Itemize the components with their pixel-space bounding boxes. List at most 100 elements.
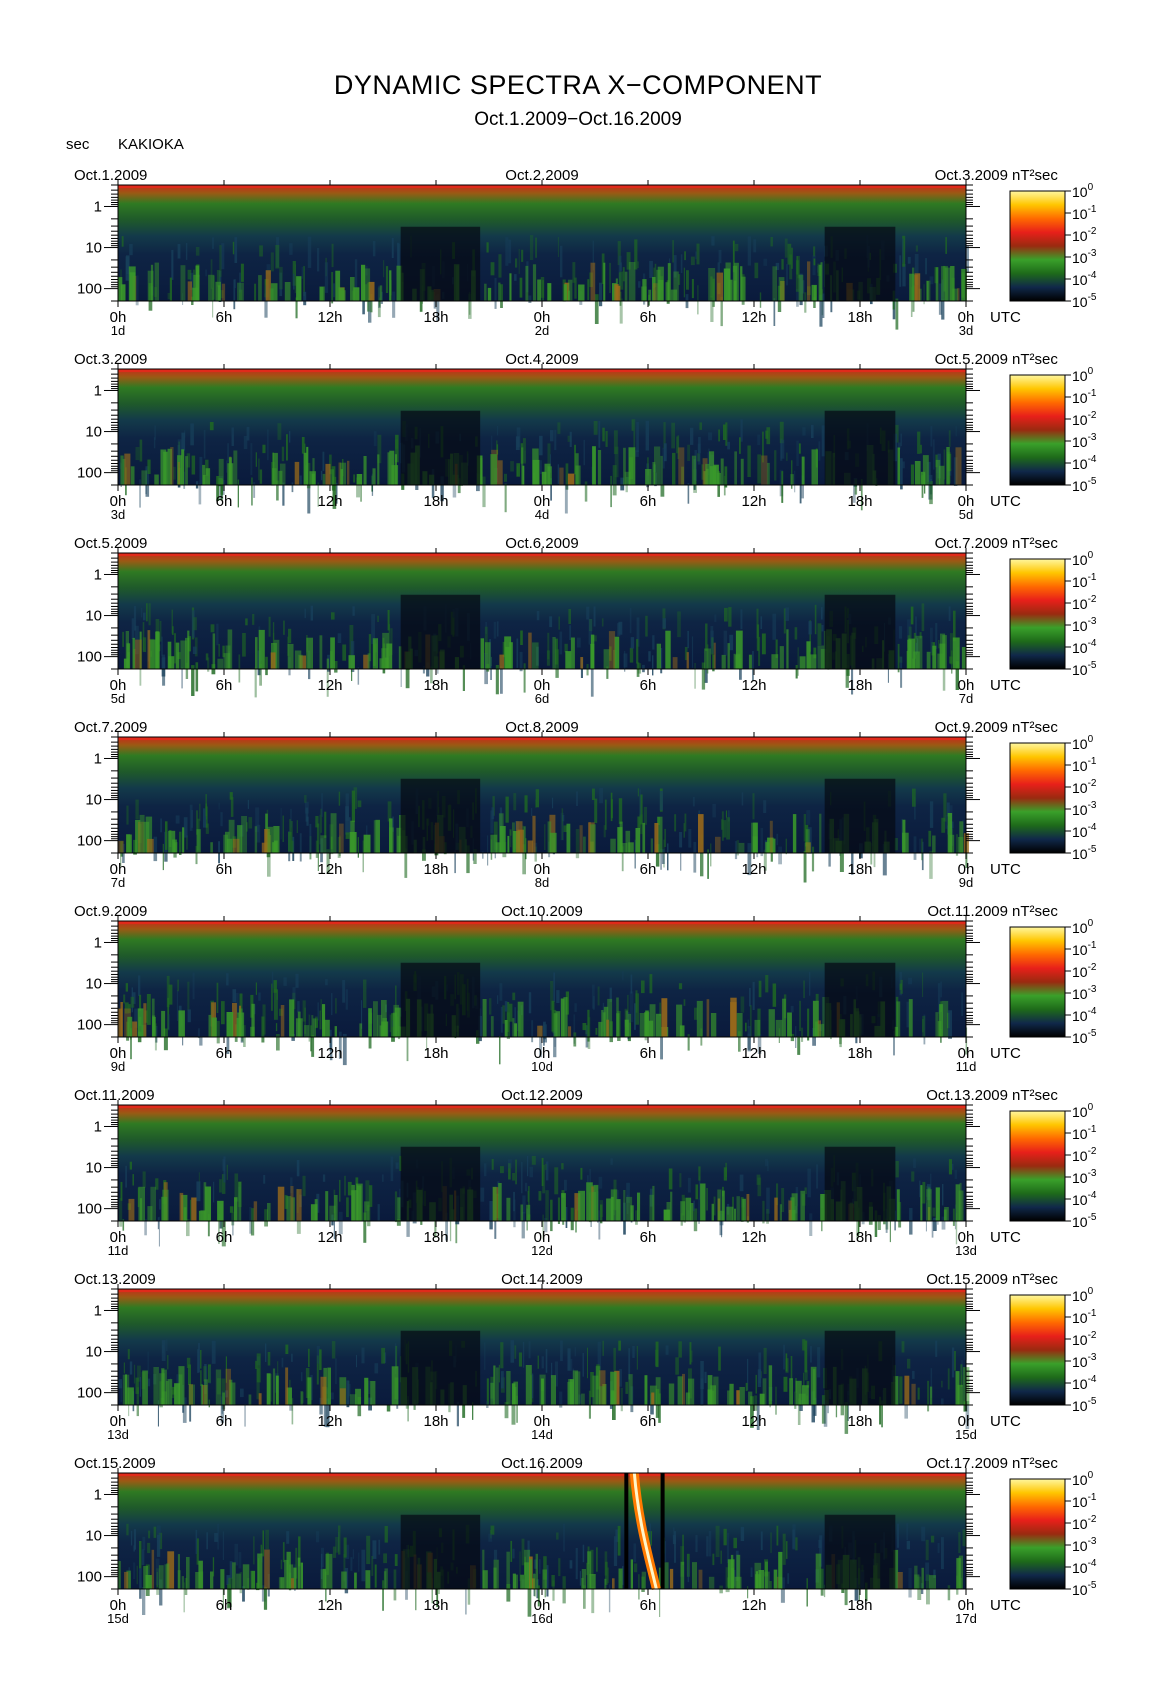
y-tick-label: 10: [85, 424, 102, 441]
colorbar: [1009, 558, 1066, 670]
y-tick-label: 10: [85, 240, 102, 257]
day-label-left: 9d: [111, 1059, 125, 1074]
colorbar-label: 10-2: [1072, 1514, 1097, 1532]
colorbar-unit: nT²sec: [1012, 1087, 1058, 1104]
short-period-band: [118, 185, 966, 188]
y-tick-label: 10: [85, 1344, 102, 1361]
x-tick-label: 6h: [640, 1229, 657, 1246]
x-tick-label: 6h: [216, 861, 233, 878]
day-label-right: 9d: [959, 875, 973, 890]
day-label-right: 17d: [955, 1611, 977, 1626]
colorbar-label: 10-3: [1072, 1168, 1097, 1186]
x-tick-label: 18h: [423, 677, 448, 694]
colorbar-label: 100: [1072, 1102, 1094, 1120]
colorbar-label: 10-2: [1072, 962, 1097, 980]
x-tick-label: 18h: [847, 309, 872, 326]
day-label-mid: 12d: [531, 1243, 553, 1258]
spectrogram-texture: [119, 419, 962, 514]
colorbar-label: 10-4: [1072, 822, 1097, 840]
colorbar-label: 10-5: [1072, 1396, 1097, 1414]
x-tick-label: 0h: [958, 861, 975, 878]
colorbar-label: 10-5: [1072, 1028, 1097, 1046]
x-tick-label: 12h: [741, 861, 766, 878]
x-tick-label: 12h: [741, 1597, 766, 1614]
day-label-mid: 10d: [531, 1059, 553, 1074]
colorbar-label: 10-1: [1072, 388, 1097, 406]
x-unit-label: UTC: [990, 1045, 1021, 1062]
day-label-right: 15d: [955, 1427, 977, 1442]
x-tick-label: 0h: [534, 677, 551, 694]
x-tick-label: 12h: [317, 861, 342, 878]
y-ticks: [104, 552, 980, 670]
date-label-right: Oct.13.2009: [926, 1087, 1008, 1104]
y-tick-label: 10: [85, 792, 102, 809]
x-tick-label: 12h: [741, 1413, 766, 1430]
quiet-interval: [824, 1146, 896, 1221]
quiet-interval: [400, 226, 481, 301]
colorbar-label: 10-3: [1072, 984, 1097, 1002]
colorbar: [1009, 926, 1066, 1038]
date-label-mid: Oct.14.2009: [501, 1271, 583, 1288]
y-tick-label: 1: [94, 1118, 102, 1135]
colorbar-label: 100: [1072, 550, 1094, 568]
colorbar-label: 10-2: [1072, 594, 1097, 612]
day-label-left: 11d: [108, 1243, 129, 1258]
y-unit-label: sec: [66, 136, 90, 153]
x-tick-label: 0h: [958, 1229, 975, 1246]
date-label-left: Oct.11.2009: [74, 1087, 155, 1104]
x-tick-label: 0h: [110, 861, 127, 878]
colorbar-unit: nT²sec: [1012, 535, 1058, 552]
x-tick-label: 0h: [958, 493, 975, 510]
colorbar-label: 10-4: [1072, 638, 1097, 656]
y-tick-label: 100: [77, 465, 102, 482]
x-tick-label: 0h: [534, 861, 551, 878]
x-tick-label: 0h: [110, 1045, 127, 1062]
x-tick-label: 12h: [741, 1045, 766, 1062]
x-unit-label: UTC: [990, 861, 1021, 878]
date-label-right: Oct.17.2009: [926, 1455, 1008, 1472]
short-period-band: [118, 737, 966, 740]
day-label-right: 13d: [955, 1243, 977, 1258]
x-tick-label: 18h: [847, 1045, 872, 1062]
colorbar: [1009, 1294, 1066, 1406]
spectra-panel: Oct.15.2009 Oct.16.2009 Oct.17.2009 nT²sec 1…: [74, 1455, 1097, 1626]
broadband-event: [624, 1472, 665, 1591]
colorbar-label: 100: [1072, 1286, 1094, 1304]
x-tick-label: 6h: [216, 493, 233, 510]
y-tick-label: 100: [77, 1201, 102, 1218]
date-label-left: Oct.1.2009: [74, 167, 147, 184]
colorbar-label: 10-4: [1072, 454, 1097, 472]
short-period-band: [118, 369, 966, 372]
day-label-left: 13d: [107, 1427, 129, 1442]
colorbar: [1009, 1110, 1066, 1222]
colorbar-label: 10-1: [1072, 572, 1097, 590]
colorbar-label: 10-3: [1072, 616, 1097, 634]
x-tick-label: 12h: [317, 1045, 342, 1062]
chart-title: DYNAMIC SPECTRA X−COMPONENT: [333, 70, 823, 100]
spectra-panel: Oct.9.2009 Oct.10.2009 Oct.11.2009 nT²sec11…: [74, 903, 1097, 1074]
colorbar-label: 10-4: [1072, 1190, 1097, 1208]
x-tick-label: 6h: [216, 1229, 233, 1246]
colorbar-label: 10-2: [1072, 410, 1097, 428]
colorbar-label: 10-4: [1072, 1006, 1097, 1024]
x-tick-label: 0h: [110, 1413, 127, 1430]
x-tick-label: 18h: [423, 1045, 448, 1062]
y-tick-label: 100: [77, 649, 102, 666]
y-tick-label: 100: [77, 833, 102, 850]
x-unit-label: UTC: [990, 1597, 1021, 1614]
colorbar-label: 10-5: [1072, 1580, 1097, 1598]
date-label-right: Oct.3.2009: [935, 167, 1008, 184]
x-tick-label: 0h: [534, 1413, 551, 1430]
date-label-left: Oct.7.2009: [74, 719, 147, 736]
colorbar-label: 10-3: [1072, 248, 1097, 266]
x-tick-label: 18h: [423, 1597, 448, 1614]
colorbar-label: 10-2: [1072, 226, 1097, 244]
quiet-interval: [400, 962, 481, 1037]
colorbar: [1009, 1478, 1066, 1590]
colorbar-label: 10-4: [1072, 270, 1097, 288]
colorbar-label: 100: [1072, 918, 1094, 936]
y-tick-label: 100: [77, 281, 102, 298]
colorbar-label: 100: [1072, 366, 1094, 384]
spectra-panel: Oct.5.2009 Oct.6.2009 Oct.7.2009 nT²sec 1 10 1…: [74, 535, 1097, 706]
x-tick-label: 12h: [741, 309, 766, 326]
